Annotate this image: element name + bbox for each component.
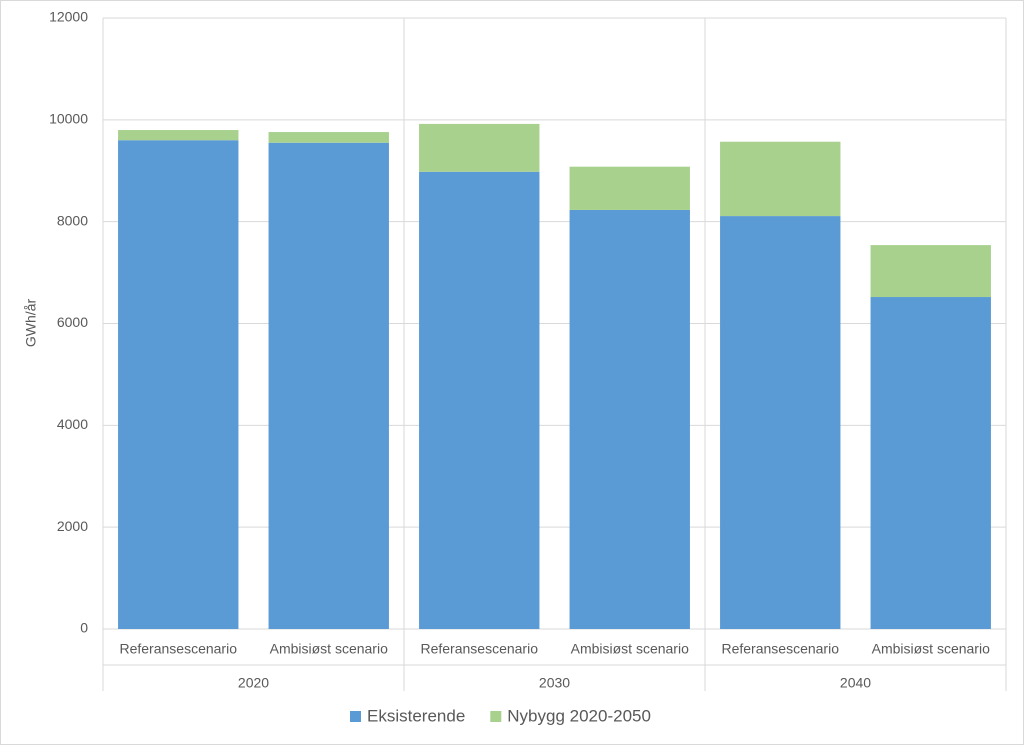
bar-segment <box>870 297 991 629</box>
y-tick-label: 6000 <box>57 314 88 330</box>
group-label: 2040 <box>840 675 871 691</box>
legend-label: Nybygg 2020-2050 <box>507 706 651 725</box>
y-tick-label: 8000 <box>57 212 88 228</box>
bar-segment <box>870 245 991 298</box>
bar-segment <box>118 130 239 141</box>
x-tick-label: Ambisiøst scenario <box>571 641 689 657</box>
y-tick-label: 10000 <box>49 111 88 127</box>
bar-segment <box>118 140 239 629</box>
bar-segment <box>720 141 841 217</box>
x-tick-label: Ambisiøst scenario <box>872 641 990 657</box>
x-tick-label: Ambisiøst scenario <box>270 641 388 657</box>
group-label: 2020 <box>238 675 269 691</box>
x-tick-label: Referansescenario <box>420 641 538 657</box>
bar-segment <box>569 209 690 630</box>
y-tick-label: 4000 <box>57 416 88 432</box>
legend-label: Eksisterende <box>367 706 465 725</box>
y-tick-label: 0 <box>80 620 88 636</box>
legend-swatch <box>490 711 502 722</box>
bar-segment <box>569 166 690 210</box>
x-tick-label: Referansescenario <box>119 641 237 657</box>
y-tick-label: 12000 <box>49 9 88 25</box>
bar-segment <box>268 132 389 143</box>
bar-segment <box>419 171 540 630</box>
legend: Eksisterende Nybygg 2020-2050 <box>350 706 651 725</box>
bar-segment <box>268 142 389 629</box>
y-tick-label: 2000 <box>57 518 88 534</box>
group-label: 2030 <box>539 675 570 691</box>
bar-segment <box>419 123 540 172</box>
x-tick-label: Referansescenario <box>721 641 839 657</box>
bar-segment <box>720 216 841 629</box>
y-axis-label: GWh/år <box>23 299 39 348</box>
legend-swatch <box>350 711 361 722</box>
